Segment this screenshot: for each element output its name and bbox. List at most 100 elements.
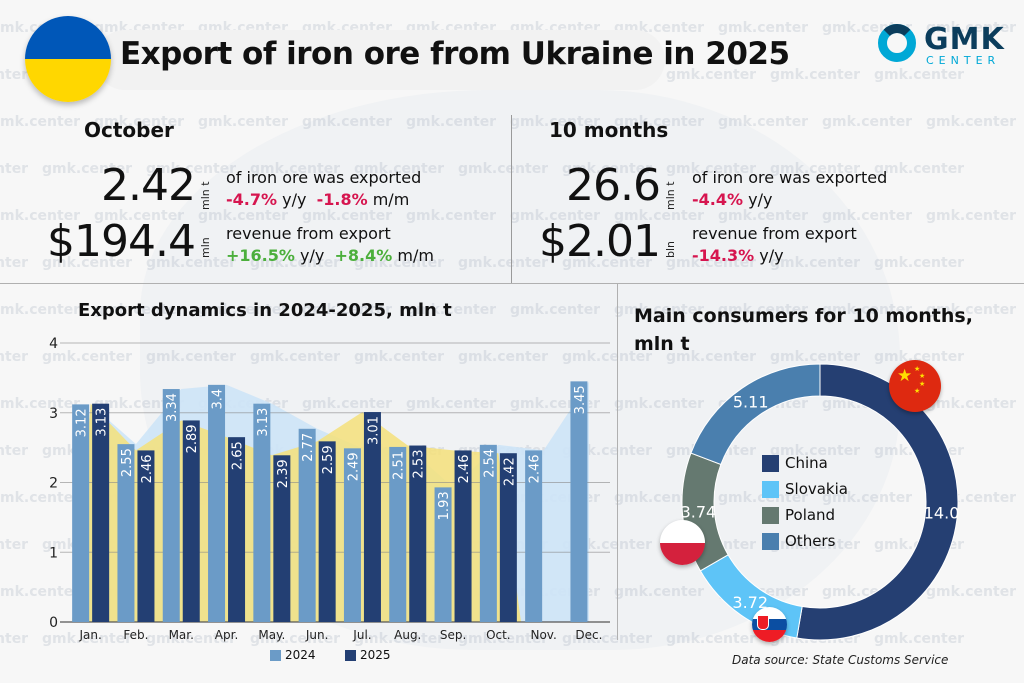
bar-value-label: 1.93 [437, 491, 452, 520]
bar-value-label: 3.01 [366, 416, 381, 445]
bar-2024 [343, 448, 361, 622]
legend-swatch [762, 532, 779, 550]
october-revenue-desc: revenue from export [226, 224, 391, 243]
donut-value-label: 14.0 [924, 503, 960, 522]
legend-label-2025: 2025 [360, 648, 391, 662]
ten-months-revenue-yy: -14.3% [692, 246, 755, 265]
bar-value-label: 2.42 [502, 457, 517, 486]
watermark-text: gmk.center [718, 20, 809, 36]
bar-2024 [72, 404, 90, 622]
bar-2024 [208, 384, 226, 622]
ten-months-volume: 26.6 [566, 160, 661, 211]
bar-2024 [117, 444, 135, 622]
legend-swatch-2025 [345, 649, 356, 661]
watermark-text: gmk.center [822, 114, 913, 130]
main-consumers-donut: 14.0 3.72 3.74 5.11 [681, 363, 960, 641]
october-volume-desc: of iron ore was exported [226, 168, 422, 187]
october-volume: 2.42 [101, 160, 196, 211]
october-revenue-yy: +16.5% [226, 246, 295, 265]
legend-swatch [762, 480, 779, 498]
logo-text: GMK [924, 22, 1005, 57]
watermark-text: gmk.center [874, 161, 965, 177]
data-source: Data source: State Customs Service [732, 653, 949, 667]
legend-item-china: China [762, 450, 848, 476]
bar-value-label: 3.4 [211, 389, 226, 410]
y-tick-label: 2 [49, 476, 58, 492]
x-tick-label: Sep. [440, 628, 466, 642]
bar-2025 [273, 455, 291, 622]
legend-item-others: Others [762, 528, 848, 554]
watermark-text: gmk.center [0, 67, 29, 83]
yy-label: y/y [748, 190, 773, 209]
october-volume-yy: -4.7% [226, 190, 278, 209]
legend-item-poland: Poland [762, 502, 848, 528]
bar-value-label: 2.77 [301, 433, 316, 462]
x-tick-label: Mar. [169, 628, 194, 642]
bar-value-label: 2.51 [392, 451, 407, 480]
legend-label: Slovakia [785, 480, 848, 498]
china-flag-icon: ★ ★ ★ ★ ★ [889, 360, 941, 412]
bar-2025 [499, 453, 517, 622]
bar-value-label: 2.59 [321, 445, 336, 474]
x-tick-label: Feb. [123, 628, 148, 642]
y-tick-label: 0 [49, 615, 58, 631]
legend-swatch [762, 506, 779, 524]
donut-value-label: 3.72 [732, 593, 768, 612]
legend-label: Others [785, 532, 836, 550]
watermark-text: gmk.center [874, 67, 965, 83]
bar-2024 [434, 487, 452, 622]
legend-item-slovakia: Slovakia [762, 476, 848, 502]
bar-chart-title: Export dynamics in 2024-2025, mln t [78, 300, 452, 321]
watermark-text: gmk.center [0, 161, 29, 177]
bar-2025 [92, 403, 110, 622]
bar-value-label: 2.46 [140, 454, 155, 483]
watermark-text: gmk.center [926, 114, 1017, 130]
mm-label: m/m [372, 190, 410, 209]
bar-2024 [253, 403, 271, 622]
october-revenue: $194.4 [47, 216, 196, 267]
ten-months-volume-change: -4.4% y/y [692, 190, 772, 209]
bar-value-label: 2.49 [346, 452, 361, 481]
x-tick-label: Nov. [530, 628, 556, 642]
watermark-text: gmk.center [874, 255, 965, 271]
legend-swatch-2024 [270, 649, 281, 661]
legend-2025: 2025 [345, 648, 391, 662]
bar-2025 [318, 441, 336, 622]
legend-label: Poland [785, 506, 836, 524]
y-tick-label: 3 [49, 406, 58, 422]
donut-slice-china [796, 363, 959, 641]
yy-label: y/y [282, 190, 307, 209]
bar-value-label: 2.54 [482, 449, 497, 478]
bar-value-label: 2.89 [185, 424, 200, 453]
bar-value-label: 2.46 [457, 454, 472, 483]
legend-label-2024: 2024 [285, 648, 316, 662]
bar-2025 [137, 450, 155, 622]
donut-value-label: 3.74 [681, 503, 717, 522]
watermark-text: gmk.center [0, 302, 81, 318]
ten-months-volume-yy: -4.4% [692, 190, 744, 209]
bar-value-label: 3.12 [75, 408, 90, 437]
bar-2024 [298, 428, 316, 622]
ten-months-revenue-desc: revenue from export [692, 224, 857, 243]
y-tick-label: 1 [49, 545, 58, 561]
x-tick-label: Jan. [78, 628, 101, 642]
page-title: Export of iron ore from Ukraine in 2025 [120, 36, 790, 72]
ten-months-volume-desc: of iron ore was exported [692, 168, 888, 187]
bar-value-label: 2.46 [528, 454, 543, 483]
bar-2025 [228, 437, 246, 622]
bar-2024 [479, 444, 497, 622]
logo-subtext: CENTER [926, 54, 1001, 67]
bar-2025 [182, 420, 200, 622]
october-volume-change: -4.7% y/y -1.8% m/m [226, 190, 409, 209]
x-tick-label: Jul. [352, 628, 371, 642]
x-tick-label: May. [258, 628, 285, 642]
ukraine-flag-icon [25, 16, 111, 102]
october-revenue-change: +16.5% y/y +8.4% m/m [226, 246, 434, 265]
ten-months-revenue: $2.01 [539, 216, 661, 267]
bar-value-label: 2.39 [276, 459, 291, 488]
divider-horizontal [0, 283, 1024, 284]
ten-months-revenue-change: -14.3% y/y [692, 246, 784, 265]
bar-value-label: 3.13 [95, 408, 110, 437]
yy-label: y/y [300, 246, 325, 265]
legend-swatch [762, 454, 779, 472]
